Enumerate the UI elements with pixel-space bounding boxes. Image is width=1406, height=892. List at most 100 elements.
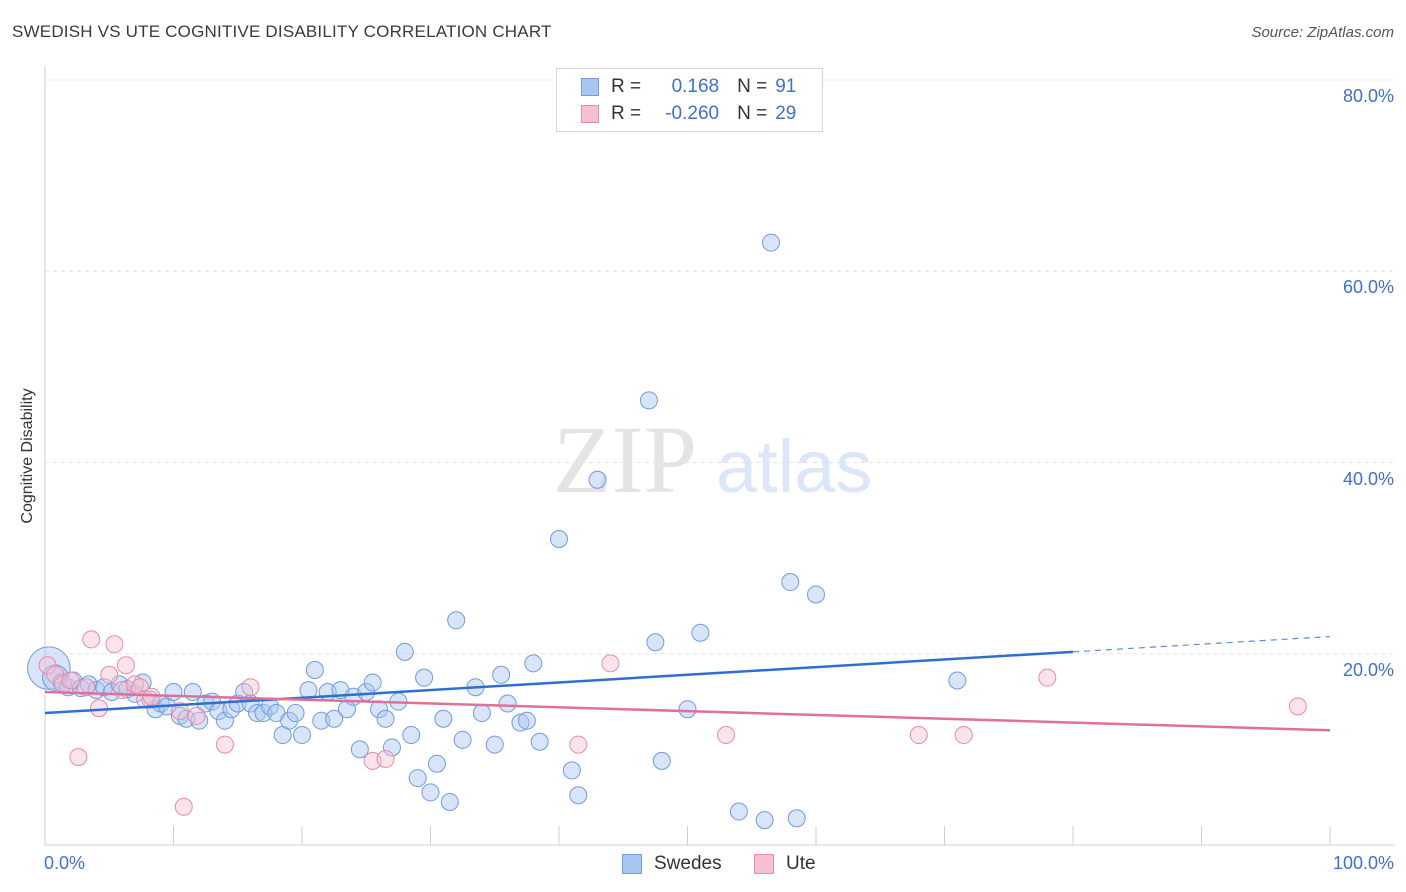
legend-row-ute: R = -0.260 N = 29 bbox=[581, 102, 796, 126]
ute-point-3 bbox=[61, 671, 80, 690]
watermark-atlas: atlas bbox=[716, 425, 872, 508]
swedes-point-52 bbox=[382, 738, 401, 757]
x-tick-min: 0.0% bbox=[44, 853, 86, 873]
swedes-point-74 bbox=[562, 761, 581, 780]
trend-line-swedes-extension bbox=[1072, 635, 1331, 653]
legend-swatch-swedes bbox=[581, 78, 599, 96]
swedes-point-73 bbox=[550, 530, 568, 548]
ute-point-25 bbox=[717, 726, 736, 745]
legend-n-ute: 29 bbox=[775, 103, 797, 124]
swedes-point-43 bbox=[325, 709, 344, 728]
swedes-point-81 bbox=[691, 623, 710, 642]
swedes-point-66 bbox=[485, 735, 504, 754]
swedes-point-72 bbox=[530, 732, 549, 751]
bottom-legend-swedes: Swedes bbox=[622, 852, 722, 876]
swedes-point-55 bbox=[402, 726, 421, 745]
swedes-point-36 bbox=[280, 711, 299, 730]
ute-point-0 bbox=[38, 656, 57, 675]
swedes-point-80 bbox=[678, 700, 697, 719]
axes bbox=[44, 66, 1395, 846]
legend-swatch-ute bbox=[581, 105, 599, 123]
swedes-point-57 bbox=[415, 668, 434, 687]
swedes-point-87 bbox=[807, 585, 825, 604]
swedes-point-68 bbox=[498, 694, 517, 713]
ute-point-11 bbox=[116, 656, 135, 675]
bottom-legend-swatch-ute bbox=[754, 854, 774, 874]
swedes-point-86 bbox=[787, 809, 806, 828]
ute-point-12 bbox=[125, 675, 144, 694]
swedes-point-69 bbox=[511, 713, 530, 732]
ute-point-17 bbox=[174, 797, 193, 816]
swedes-point-40 bbox=[305, 661, 324, 680]
bottom-legend-label-swedes: Swedes bbox=[654, 853, 722, 874]
ute-point-6 bbox=[82, 630, 101, 649]
trend-lines bbox=[44, 635, 1331, 732]
swedes-point-84 bbox=[762, 233, 781, 252]
bottom-legend-label-ute: Ute bbox=[786, 853, 816, 874]
ute-point-4 bbox=[69, 748, 88, 767]
ute-point-18 bbox=[187, 706, 206, 725]
ute-point-9 bbox=[105, 635, 124, 654]
swedes-point-37 bbox=[286, 704, 305, 723]
bottom-legend-ute: Ute bbox=[754, 852, 816, 876]
swedes-point-49 bbox=[363, 673, 382, 692]
ute-point-22 bbox=[376, 749, 395, 768]
legend-r-label: R = bbox=[611, 76, 642, 97]
ute-point-19 bbox=[215, 735, 234, 754]
swedes-point-60 bbox=[434, 709, 453, 728]
swedes-point-85 bbox=[781, 573, 800, 592]
trend-line-swedes bbox=[44, 650, 1074, 715]
swedes-point-78 bbox=[646, 633, 665, 652]
swedes-point-76 bbox=[588, 470, 607, 489]
trend-line-ute bbox=[44, 690, 1331, 732]
bottom-legend-swatch-swedes bbox=[622, 854, 642, 874]
swedes-point-26 bbox=[215, 711, 234, 730]
ute-point-26 bbox=[909, 726, 928, 745]
swedes-point-58 bbox=[421, 783, 440, 802]
x-tick-max: 100.0% bbox=[1332, 853, 1394, 873]
y-tick-label-40: 40.0% bbox=[1342, 468, 1394, 489]
swedes-point-56 bbox=[408, 769, 427, 788]
legend-n-swedes: 91 bbox=[775, 76, 797, 97]
swedes-point-22 bbox=[190, 711, 209, 730]
swedes-point-54 bbox=[395, 642, 414, 661]
swedes-point-63 bbox=[453, 730, 472, 749]
swedes-point-70 bbox=[517, 711, 536, 730]
legend-r-ute: -0.260 bbox=[665, 103, 720, 124]
swedes-point-13 bbox=[133, 673, 152, 692]
gridlines bbox=[45, 79, 1395, 655]
legend-row-swedes: R = 0.168 N = 91 bbox=[581, 75, 796, 99]
ute-point-27 bbox=[954, 726, 973, 745]
legend-n-label: N = bbox=[737, 103, 768, 124]
swedes-point-18 bbox=[164, 683, 183, 701]
ute-point-8 bbox=[100, 665, 119, 684]
legend-n-label: N = bbox=[737, 76, 768, 97]
swedes-point-47 bbox=[350, 740, 369, 759]
ute-point-28 bbox=[1038, 668, 1057, 687]
series-swedes-points bbox=[27, 233, 967, 830]
legend-r-swedes: 0.168 bbox=[671, 76, 720, 97]
swedes-point-38 bbox=[293, 726, 311, 745]
swedes-point-62 bbox=[447, 611, 466, 630]
ute-point-23 bbox=[569, 735, 588, 754]
watermark: ZIP atlas bbox=[553, 406, 872, 513]
ute-point-24 bbox=[601, 654, 620, 673]
swedes-point-0 bbox=[27, 646, 71, 690]
chart-source: Source: ZipAtlas.com bbox=[1251, 24, 1394, 41]
ute-point-15 bbox=[142, 687, 161, 706]
ute-point-5 bbox=[77, 678, 96, 697]
y-tick-label-20: 20.0% bbox=[1342, 659, 1394, 680]
swedes-point-51 bbox=[376, 709, 395, 728]
swedes-point-88 bbox=[948, 671, 967, 690]
swedes-point-75 bbox=[569, 786, 588, 805]
ute-point-20 bbox=[241, 678, 260, 697]
chart-title: SWEDISH VS UTE COGNITIVE DISABILITY CORR… bbox=[12, 22, 552, 41]
swedes-point-61 bbox=[440, 792, 459, 811]
correlation-legend: R = 0.168 N = 91 R = -0.260 N = 29 bbox=[556, 68, 823, 132]
swedes-point-59 bbox=[427, 754, 446, 773]
swedes-point-77 bbox=[639, 391, 658, 410]
ute-point-29 bbox=[1288, 697, 1307, 716]
watermark-zip: ZIP bbox=[553, 406, 697, 513]
ute-point-16 bbox=[170, 702, 189, 721]
swedes-point-79 bbox=[652, 751, 671, 770]
